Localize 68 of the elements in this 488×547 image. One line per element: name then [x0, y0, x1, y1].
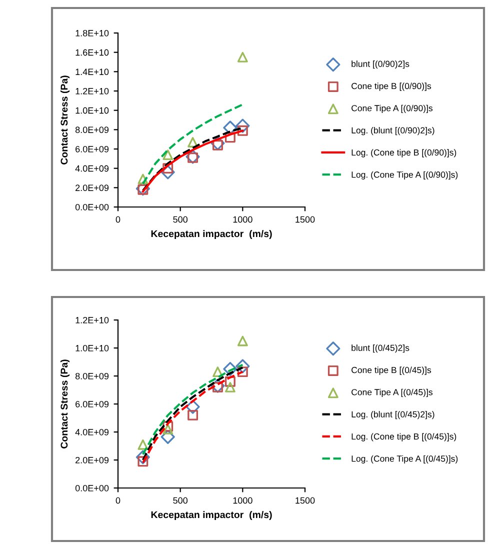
x-tick-label: 0 [116, 216, 120, 223]
y-tick-label: 2.0E+09 [76, 456, 109, 464]
y-tick-label: 8.0E+09 [75, 372, 109, 380]
point [210, 378, 225, 393]
y-tick-label: 0.0E+00 [75, 484, 109, 492]
x-axis-title: Kecepatan impactor (m/s) [151, 230, 272, 240]
y-tick-label: 1.0E+10 [76, 107, 109, 114]
point [236, 118, 250, 133]
legend-label: blunt [(0/90)2]s [352, 60, 410, 69]
x-tick-label: 1000 [233, 497, 252, 504]
y-tick-label: 2.0E+09 [76, 184, 109, 192]
y-tick-label: 6.0E+09 [76, 146, 109, 152]
point [162, 421, 174, 432]
point [162, 424, 174, 434]
legend-label: blunt [(0/45)2]s [352, 344, 410, 353]
point [186, 400, 200, 414]
y-tick-label: 4.0E+09 [75, 165, 109, 172]
legend-label: Log. (blunt [(0/90)2]s) [352, 127, 434, 136]
legend-label: Log. (blunt [(0/45)2]s) [352, 411, 434, 420]
point [210, 136, 225, 150]
point [162, 163, 174, 174]
legend-label: Log. (Cone tipe B [(0/90)]s) [352, 149, 456, 158]
point [212, 366, 223, 378]
point [237, 52, 248, 62]
y-tick-label: 0.0E+00 [75, 204, 109, 210]
legend-label: Log. (Cone Tipe A [(0/45)]s) [352, 455, 458, 464]
point [223, 120, 238, 135]
y-tick-label: 6.0E+09 [76, 400, 109, 408]
x-tick-label: 1500 [296, 216, 315, 223]
x-tick-label: 0 [116, 497, 120, 504]
point [138, 439, 148, 450]
legend-label: Cone Tipe A [(0/45)]s [352, 388, 433, 397]
y-tick-label: 1.2E+10 [76, 88, 109, 94]
point [186, 150, 200, 164]
point [237, 366, 248, 378]
point [224, 376, 236, 387]
point [160, 165, 175, 180]
x-axis-title: Kecepatan impactor (m/s) [151, 511, 272, 520]
point [136, 182, 150, 196]
point [237, 336, 248, 346]
point [188, 410, 198, 420]
y-tick-label: 1.0E+10 [76, 344, 109, 352]
point [188, 137, 198, 148]
point [223, 362, 238, 376]
x-tick-label: 500 [173, 216, 188, 223]
legend-label: Cone tipe B [(0/90)]s [352, 82, 432, 91]
point [224, 382, 236, 392]
y-axis-title: Contact Stress (Pa) [60, 76, 70, 164]
point [138, 174, 148, 184]
x-tick-label: 500 [173, 497, 188, 504]
y-tick-label: 1.2E+10 [76, 316, 109, 324]
x-tick-label: 1500 [296, 497, 315, 504]
point [136, 450, 150, 464]
x-tick-label: 1000 [233, 216, 252, 223]
y-tick-label: 1.6E+10 [76, 49, 109, 56]
y-axis-title: Contact Stress (Pa) [60, 360, 70, 448]
point [162, 150, 174, 160]
legend-label: Log. (Cone tipe B [(0/45)]s) [352, 433, 456, 442]
y-tick-label: 4.0E+09 [75, 428, 109, 436]
y-tick-label: 8.0E+09 [75, 126, 109, 134]
y-tick-label: 1.8E+10 [76, 30, 109, 36]
point [224, 132, 236, 143]
point [236, 359, 250, 374]
legend-label: Cone Tipe A [(0/90)]s [352, 104, 433, 113]
y-tick-label: 1.4E+10 [76, 68, 109, 76]
legend-label: Log. (Cone Tipe A [(0/90)]s) [352, 171, 458, 180]
point [160, 430, 175, 444]
legend-label: Cone tipe B [(0/45)]s [352, 366, 432, 375]
